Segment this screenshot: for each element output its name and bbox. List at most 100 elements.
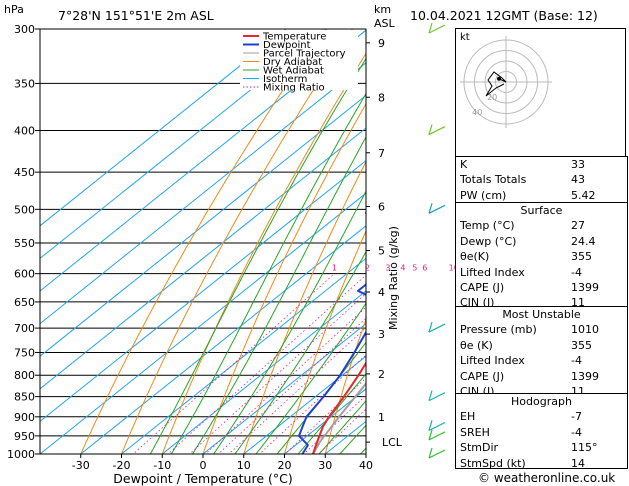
legend-entry: Parcel Trajectory	[263, 49, 346, 60]
table-row: Lifted Index -4	[456, 265, 627, 280]
pressure-tick-label: 600	[14, 268, 35, 281]
row-label: SREH	[460, 425, 490, 439]
row-label: StmSpd (kt)	[460, 456, 526, 470]
wind-barb-flag	[428, 321, 433, 333]
hodograph: kt 20 40	[455, 28, 626, 158]
mixing-ratio-line	[167, 274, 366, 454]
copyright: © weatheronline.co.uk	[478, 471, 616, 485]
pressure-tick-label: 450	[14, 166, 35, 179]
wind-barb	[428, 449, 446, 459]
row-label: Lifted Index	[460, 354, 525, 368]
wind-barb	[428, 323, 446, 333]
row-value: 27	[571, 219, 585, 233]
km-tick-label: LCL	[382, 436, 403, 449]
header-hpa-label: hPa	[4, 3, 24, 16]
dry-adiabat-line	[80, 29, 325, 454]
pressure-tick-label: 950	[14, 430, 35, 443]
km-tick-label: 9	[378, 37, 385, 50]
hodograph-ring-label: 40	[472, 108, 482, 117]
mixing-ratio-label: 4	[400, 264, 405, 273]
table-row: K 33	[456, 157, 627, 172]
isotherm-line	[40, 29, 287, 227]
table-row: θe (K) 355	[456, 338, 627, 353]
surface-box: Surface Temp (°C) 27 Dewp (°C) 24.4 θe(K) 355…	[455, 202, 628, 309]
table-row: Lifted Index -4	[456, 353, 627, 368]
header-datetime: 10.04.2021 12GMT (Base: 12)	[410, 8, 598, 23]
row-value: 14	[571, 456, 585, 470]
km-tick-label: 4	[378, 286, 385, 299]
row-label: Temp (°C)	[460, 219, 515, 233]
most-unstable-box: Most Unstable Pressure (mb) 1010 θe (K) 355…	[455, 306, 628, 398]
pressure-tick-label: 800	[14, 369, 35, 382]
temperature-tick-label: 40	[359, 459, 373, 472]
wind-barb-flag	[428, 429, 433, 441]
header-asl-label: ASL	[374, 17, 395, 30]
wind-barb	[428, 204, 446, 214]
row-value: 115°	[571, 441, 598, 455]
row-value: 33	[571, 158, 585, 171]
mixing-ratio-label: 2	[365, 264, 370, 273]
pressure-tick-label: 650	[14, 296, 35, 309]
isotherm-line	[40, 127, 366, 390]
row-label: K	[460, 158, 468, 171]
table-row: SREH -4	[456, 425, 627, 440]
pressure-tick-label: 500	[14, 203, 35, 216]
indices-box: K 33 Totals Totals 43 PW (cm) 5.42	[455, 156, 628, 204]
row-value: 1399	[571, 369, 599, 383]
row-label: Lifted Index	[460, 265, 525, 279]
pressure-tick-label: 750	[14, 346, 35, 359]
temperature-line	[312, 361, 366, 454]
pressure-tick-label: 300	[14, 23, 35, 36]
temperature-tick-label: 30	[318, 459, 332, 472]
mixing-ratio-label: 5	[412, 264, 417, 273]
row-label: θe(K)	[460, 250, 490, 264]
mixing-ratio-label: 10	[449, 264, 459, 273]
table-row: θe(K) 355	[456, 249, 627, 264]
isotherm-line	[243, 355, 366, 454]
legend-entry: Dewpoint	[263, 40, 311, 51]
mixing-ratio-label: 1	[332, 264, 337, 273]
wind-barb	[428, 431, 446, 441]
row-value: 5.42	[571, 188, 596, 202]
wind-barb	[428, 126, 446, 136]
km-tick-label: 7	[378, 147, 385, 160]
pressure-tick-label: 850	[14, 391, 35, 404]
wet-adiabat-line	[149, 57, 366, 454]
storm-motion-marker	[497, 76, 502, 81]
table-row: Totals Totals 43	[456, 172, 627, 187]
hodograph-table-title: Hodograph	[511, 395, 572, 408]
legend-background	[240, 30, 358, 90]
parcel-trajectory-line	[312, 382, 366, 454]
dewpoint-line	[298, 211, 366, 454]
isotherm-line	[40, 159, 366, 423]
pressure-tick-label: 400	[14, 125, 35, 138]
wet-adiabat-line	[318, 400, 366, 454]
row-value: 1399	[571, 281, 599, 295]
pressure-tick-label: 1000	[7, 448, 35, 461]
isotherm-line	[161, 290, 366, 454]
hodograph-trace	[485, 71, 507, 97]
surface-title: Surface	[520, 204, 563, 217]
hodograph-kt-label: kt	[460, 32, 470, 43]
row-value: 355	[571, 250, 592, 264]
header-km-label: km	[374, 3, 392, 16]
isotherm-line	[80, 225, 366, 454]
table-row: PW (cm) 5.42	[456, 188, 627, 203]
pressure-tick-label: 900	[14, 411, 35, 424]
row-value: 43	[571, 173, 585, 187]
temperature-tick-label: 0	[200, 459, 207, 472]
isotherm-line	[121, 257, 366, 454]
km-tick-label: 5	[378, 245, 385, 258]
table-row: EH -7	[456, 409, 627, 424]
right-axis-label: Mixing Ratio (g/kg)	[387, 226, 400, 330]
km-tick-label: 3	[378, 328, 385, 341]
temperature-tick-label: 10	[237, 459, 251, 472]
row-label: CAPE (J)	[460, 281, 505, 295]
mixing-ratio-label: 6	[422, 264, 427, 273]
table-row: Dewp (°C) 24.4	[456, 234, 627, 249]
row-value: -4	[571, 265, 582, 279]
wind-barb	[428, 392, 446, 402]
temperature-tick-label: 20	[278, 459, 292, 472]
wind-barb-flag	[428, 22, 433, 34]
